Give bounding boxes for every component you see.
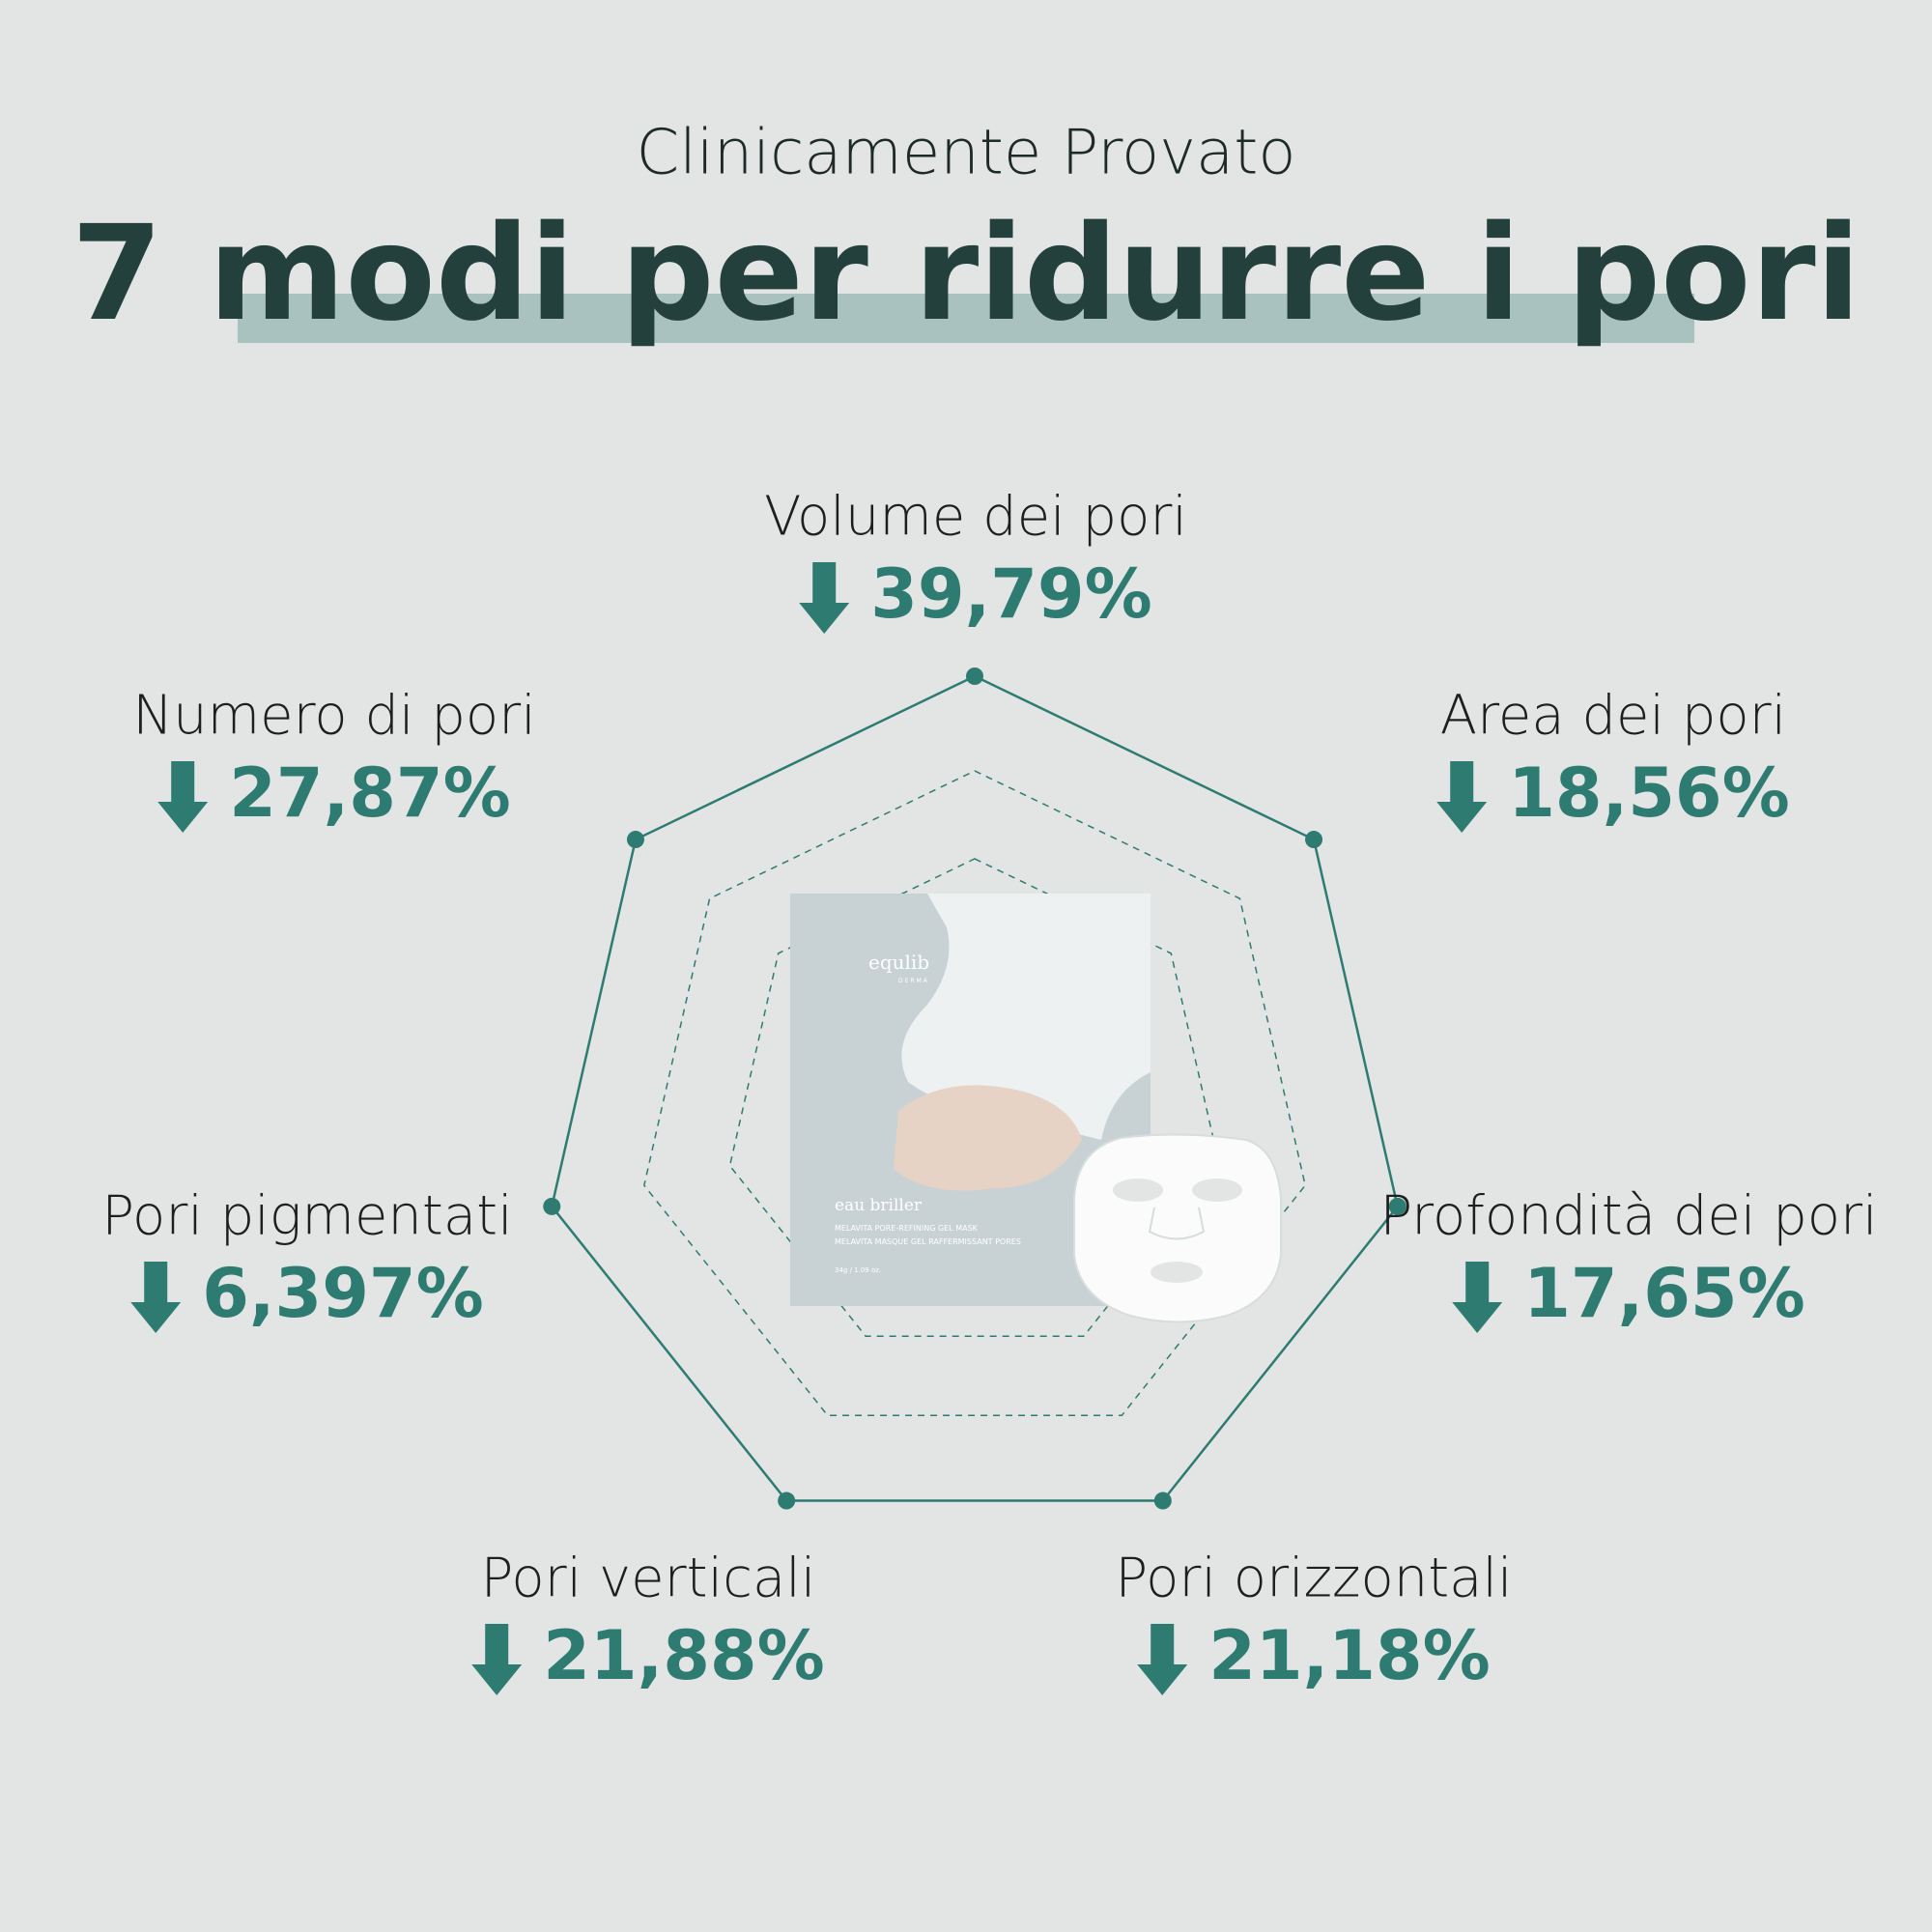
- down-arrow: [471, 1624, 523, 1695]
- down-arrow: [157, 761, 209, 833]
- metric-value: 27,87%: [229, 753, 511, 833]
- nose-line: [1148, 1207, 1206, 1240]
- product-name: eau briller: [835, 1196, 923, 1215]
- sub-brand: DERMA: [898, 978, 929, 984]
- eye-hole: [1192, 1179, 1242, 1202]
- brand: equlib: [868, 951, 929, 974]
- metric-label: Volume dei pori: [764, 485, 1187, 548]
- product-image: equlib DERMA eau briller MELAVITA PORE-R…: [790, 894, 1282, 1323]
- outer-heptagon: [550, 674, 1400, 1502]
- face-mask: [1073, 1133, 1282, 1323]
- vertex-dot: [1305, 831, 1323, 849]
- metric-value: 18,56%: [1508, 753, 1790, 833]
- down-arrow: [799, 562, 850, 634]
- metric-value: 21,18%: [1208, 1616, 1491, 1695]
- down-arrow: [1452, 1262, 1503, 1333]
- metric-label: Pori verticali: [481, 1547, 816, 1609]
- product-line: MELAVITA MASQUE GEL RAFFERMISSANT PORES: [835, 1237, 1021, 1246]
- metric-label: Numero di pori: [132, 684, 536, 747]
- vertex-dot: [1388, 1197, 1406, 1215]
- metric-value: 21,88%: [543, 1616, 825, 1695]
- weight: 34g / 1.09 oz.: [835, 1266, 881, 1274]
- vertex-dot: [626, 831, 644, 849]
- vertex-dot: [1153, 1492, 1172, 1510]
- title-highlight: [238, 294, 1694, 343]
- metric-label: Profondità dei pori: [1379, 1184, 1877, 1247]
- title: 7 modi per ridurre i pori: [71, 198, 1861, 351]
- metric-value: 17,65%: [1523, 1254, 1805, 1333]
- metric-value: 39,79%: [870, 554, 1152, 634]
- mouth-hole: [1151, 1262, 1203, 1283]
- down-arrow: [130, 1262, 182, 1333]
- heptagon-web: [543, 668, 1406, 1510]
- hand: [894, 1085, 1082, 1191]
- inner-heptagon: [728, 858, 1221, 1338]
- down-arrow: [1137, 1624, 1188, 1695]
- metric-label: Area dei pori: [1440, 684, 1786, 747]
- subtitle: Clinicamente Provato: [637, 118, 1296, 189]
- inner-heptagon: [642, 770, 1307, 1416]
- vertex-dot: [778, 1492, 796, 1510]
- metric-label: Pori pigmentati: [101, 1184, 512, 1247]
- down-arrow: [1436, 761, 1488, 833]
- eye-hole: [1113, 1179, 1163, 1202]
- mask-sheet: [901, 894, 1151, 1140]
- metric-label: Pori orizzontali: [1115, 1547, 1512, 1609]
- vertex-dot: [966, 668, 983, 685]
- vertex-dot: [543, 1197, 561, 1215]
- metric-value: 6,397%: [202, 1254, 484, 1333]
- product-line: MELAVITA PORE-REFINING GEL MASK: [835, 1224, 979, 1233]
